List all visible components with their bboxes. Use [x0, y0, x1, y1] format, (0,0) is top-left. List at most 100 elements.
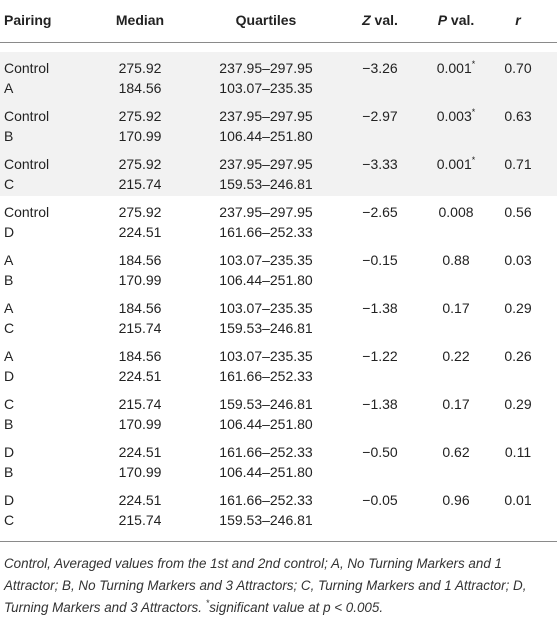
pairing-cell: C — [4, 512, 15, 528]
pairing-cell: Control — [4, 108, 50, 124]
pairing-cell: Control — [4, 60, 50, 76]
median-cell: 184.56 — [118, 252, 162, 268]
pairing-cell: Control — [4, 204, 50, 220]
median-cell: 224.51 — [118, 444, 162, 460]
quartiles-cell: 106.44–251.80 — [219, 272, 313, 288]
footnote: Control, Averaged values from the 1st an… — [4, 553, 552, 619]
p-value-cell: 0.17 — [442, 299, 469, 317]
quartiles-cell: 237.95–297.95 — [219, 108, 313, 124]
pairing-cell: D — [4, 368, 15, 384]
column-header: Pairing — [4, 12, 52, 28]
r-value-cell: 0.26 — [504, 348, 532, 364]
column-header: r — [515, 12, 521, 28]
pairing-cell: C — [4, 396, 15, 412]
pairing-cell: B — [4, 464, 14, 480]
p-value: 0.88 — [442, 252, 470, 268]
p-value: 0.003 — [436, 108, 472, 124]
pairing-cell: D — [4, 224, 15, 240]
column-header: Quartiles — [235, 12, 297, 28]
quartiles-cell: 237.95–297.95 — [219, 156, 313, 172]
pairing-cell: B — [4, 416, 14, 432]
median-cell: 170.99 — [118, 272, 162, 288]
median-cell: 170.99 — [118, 464, 162, 480]
median-cell: 184.56 — [118, 348, 162, 364]
pairing-cell: D — [4, 444, 15, 460]
footnote-mark: * — [205, 598, 210, 608]
p-value-cell: 0.003* — [437, 107, 476, 125]
row-highlight — [0, 100, 557, 148]
p-value: 0.001 — [436, 60, 472, 76]
median-cell: 215.74 — [118, 512, 162, 528]
median-cell: 170.99 — [118, 416, 162, 432]
bottom-rule — [0, 541, 557, 542]
p-value-cell: 0.001* — [437, 59, 476, 77]
median-cell: 224.51 — [118, 224, 162, 240]
z-value-cell: −0.05 — [362, 492, 398, 508]
median-cell: 275.92 — [118, 60, 162, 76]
r-value-cell: 0.03 — [504, 252, 532, 268]
p-value: 0.001 — [436, 156, 472, 172]
p-value: 0.17 — [442, 300, 470, 316]
p-value: 0.008 — [438, 204, 474, 220]
quartiles-cell: 106.44–251.80 — [219, 416, 313, 432]
z-value-cell: −1.38 — [362, 396, 398, 412]
p-value-cell: 0.22 — [442, 347, 469, 365]
column-header: Median — [115, 12, 165, 28]
p-value-cell: 0.001* — [437, 155, 476, 173]
pairing-cell: A — [4, 348, 14, 364]
pairing-cell: A — [4, 300, 14, 316]
z-value-cell: −3.33 — [362, 156, 398, 172]
significance-mark: * — [471, 107, 476, 117]
significance-mark: * — [471, 59, 476, 69]
row-highlight — [0, 52, 557, 100]
median-cell: 184.56 — [118, 300, 162, 316]
p-value: 0.96 — [442, 492, 470, 508]
median-cell: 275.92 — [118, 204, 162, 220]
header-rule — [0, 42, 557, 43]
median-cell: 170.99 — [118, 128, 162, 144]
r-value-cell: 0.01 — [504, 492, 532, 508]
quartiles-cell: 103.07–235.35 — [219, 80, 313, 96]
r-value-cell: 0.70 — [504, 60, 532, 76]
quartiles-cell: 159.53–246.81 — [219, 320, 313, 336]
quartiles-cell: 237.95–297.95 — [219, 204, 313, 220]
column-header: Z val. — [362, 12, 398, 28]
quartiles-cell: 106.44–251.80 — [219, 128, 313, 144]
z-value-cell: −2.65 — [362, 204, 398, 220]
median-cell: 224.51 — [118, 368, 162, 384]
quartiles-cell: 161.66–252.33 — [219, 224, 313, 240]
quartiles-cell: 159.53–246.81 — [219, 176, 313, 192]
p-value: 0.22 — [442, 348, 470, 364]
pairing-cell: C — [4, 176, 15, 192]
footnote-significance: significant value at p < 0.005. — [209, 600, 384, 615]
p-value-cell: 0.96 — [442, 491, 469, 509]
z-value-cell: −2.97 — [362, 108, 398, 124]
pairing-cell: B — [4, 272, 14, 288]
quartiles-cell: 159.53–246.81 — [219, 396, 313, 412]
z-value-cell: −1.22 — [362, 348, 398, 364]
significance-mark: * — [471, 155, 476, 165]
r-value-cell: 0.63 — [504, 108, 532, 124]
median-cell: 184.56 — [118, 80, 162, 96]
pairing-cell: B — [4, 128, 14, 144]
pairing-cell: C — [4, 320, 15, 336]
median-cell: 224.51 — [118, 492, 162, 508]
quartiles-cell: 161.66–252.33 — [219, 368, 313, 384]
column-header: P val. — [437, 12, 475, 28]
median-cell: 215.74 — [118, 396, 162, 412]
quartiles-cell: 159.53–246.81 — [219, 512, 313, 528]
median-cell: 215.74 — [118, 176, 162, 192]
p-value-cell: 0.008 — [438, 203, 473, 221]
quartiles-cell: 161.66–252.33 — [219, 444, 313, 460]
r-value-cell: 0.29 — [504, 396, 532, 412]
r-value-cell: 0.71 — [504, 156, 532, 172]
p-value-cell: 0.62 — [442, 443, 469, 461]
quartiles-cell: 103.07–235.35 — [219, 252, 313, 268]
pairing-cell: A — [4, 252, 14, 268]
p-value-cell: 0.88 — [442, 251, 469, 269]
quartiles-cell: 103.07–235.35 — [219, 300, 313, 316]
pairing-cell: Control — [4, 156, 50, 172]
row-highlight — [0, 148, 557, 196]
p-value: 0.17 — [442, 396, 470, 412]
pairing-cell: A — [4, 80, 14, 96]
